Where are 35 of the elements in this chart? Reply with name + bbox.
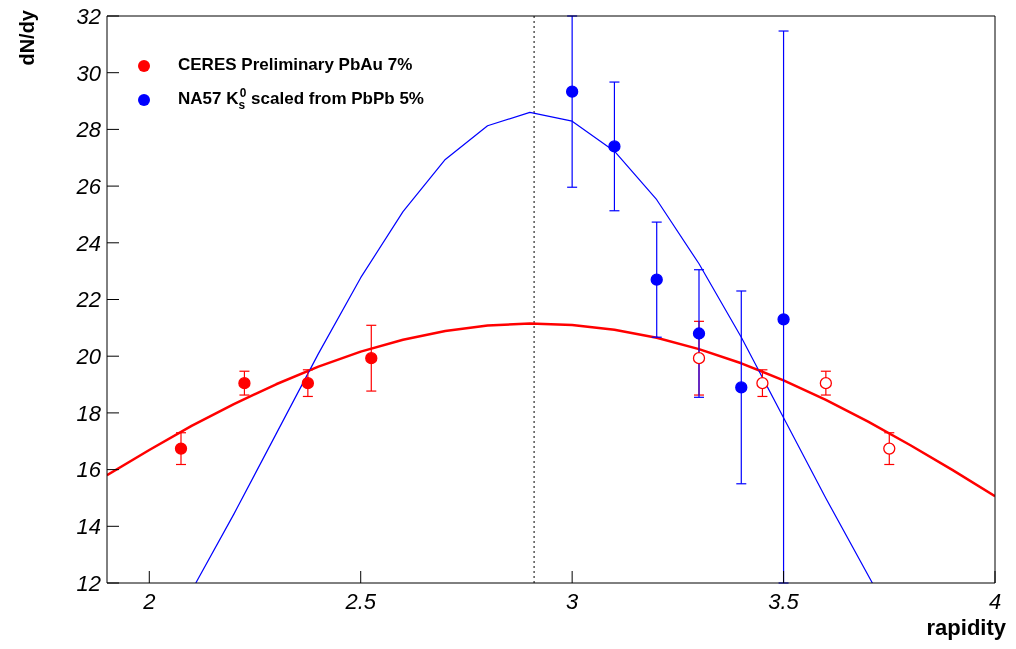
y-tick-label: 26 xyxy=(75,173,102,199)
y-tick-label: 24 xyxy=(75,230,101,256)
y-tick-label: 16 xyxy=(76,457,102,483)
point xyxy=(735,381,748,394)
y-tick-label: 18 xyxy=(76,400,102,426)
y-tick-label: 20 xyxy=(75,344,102,370)
x-tick-label: 2.5 xyxy=(344,588,377,614)
x-tick-label: 4 xyxy=(988,588,1002,614)
x-tick-label: 2 xyxy=(142,588,156,614)
y-tick-label: 32 xyxy=(76,3,101,29)
point xyxy=(608,140,621,153)
point xyxy=(238,376,251,390)
point xyxy=(565,85,579,98)
point xyxy=(883,442,896,455)
y-axis-title: dN/dy xyxy=(16,10,39,66)
y-tick-label: 28 xyxy=(75,117,102,143)
point xyxy=(365,352,378,365)
line-series xyxy=(107,322,995,498)
y-tick-label: 14 xyxy=(76,514,101,540)
x-axis-title: rapidity xyxy=(926,615,1006,641)
y-tick-label: 22 xyxy=(75,287,101,313)
y-tick-label: 30 xyxy=(76,60,102,86)
legend-label: CERES Preliminary PbAu 7% xyxy=(178,55,413,74)
y-tick-label: 12 xyxy=(76,570,101,596)
point xyxy=(756,376,769,390)
point xyxy=(301,376,315,390)
point xyxy=(692,352,706,365)
point xyxy=(777,313,790,326)
point xyxy=(819,376,833,390)
legend-label: NA57 K$_{s}$$^{0}$ scaled from PbPb 5% xyxy=(178,85,424,113)
x-tick-label: 3 xyxy=(566,588,580,614)
point xyxy=(650,273,663,286)
point xyxy=(174,442,188,455)
x-tick-label: 3.5 xyxy=(768,588,800,614)
point xyxy=(692,327,706,340)
